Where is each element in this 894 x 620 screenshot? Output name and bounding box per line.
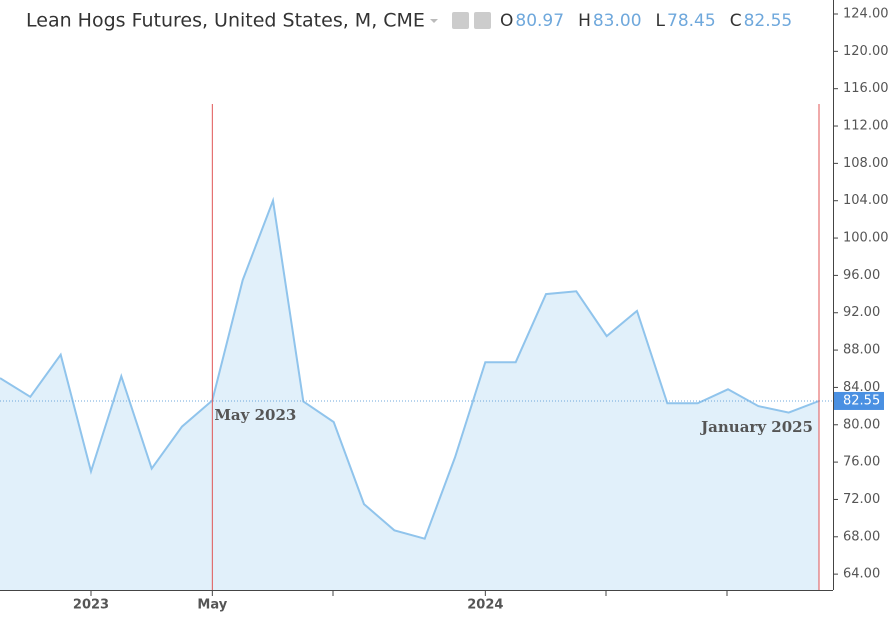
area-fill	[0, 200, 819, 590]
y-tick-label: 124.00	[843, 7, 889, 22]
chart-title: Lean Hogs Futures, United States, M, CME	[26, 10, 425, 32]
ohlc-value: 80.97	[515, 11, 564, 31]
icon	[452, 12, 469, 29]
ohlc-key: O	[500, 11, 513, 31]
y-tick-label: 104.00	[843, 193, 889, 208]
x-tick-label: 2024	[467, 598, 503, 613]
y-tick-label: 64.00	[843, 567, 880, 582]
ohlc-key: L	[656, 11, 666, 31]
y-tick-label: 92.00	[843, 305, 880, 320]
y-tick-label: 80.00	[843, 417, 880, 432]
y-tick-label: 96.00	[843, 268, 880, 283]
y-tick-label: 108.00	[843, 156, 889, 171]
y-tick-label: 84.00	[843, 380, 880, 395]
last-value-box	[834, 391, 884, 410]
y-tick-label: 112.00	[843, 119, 889, 134]
last-value-label: 82.55	[843, 393, 880, 408]
y-tick-label: 116.00	[843, 81, 889, 96]
annotation-label: May 2023	[214, 406, 296, 424]
dropdown-icon	[430, 19, 438, 23]
annotation-label: January 2025	[699, 418, 813, 436]
line	[0, 196, 820, 540]
x-tick-label: May	[197, 598, 227, 613]
ohlc-key: C	[730, 11, 742, 31]
y-tick-label: 72.00	[843, 492, 880, 507]
icon	[474, 12, 491, 29]
x-tick-label: 2023	[73, 598, 109, 613]
ohlc-value: 78.45	[667, 11, 716, 31]
y-tick-label: 68.00	[843, 529, 880, 544]
y-tick-label: 76.00	[843, 455, 880, 470]
ohlc-value: 83.00	[593, 11, 642, 31]
y-tick-label: 120.00	[843, 44, 889, 59]
y-tick-label: 100.00	[843, 231, 889, 246]
ohlc-key: H	[578, 11, 591, 31]
ohlc-value: 82.55	[744, 11, 793, 31]
y-tick-label: 88.00	[843, 343, 880, 358]
